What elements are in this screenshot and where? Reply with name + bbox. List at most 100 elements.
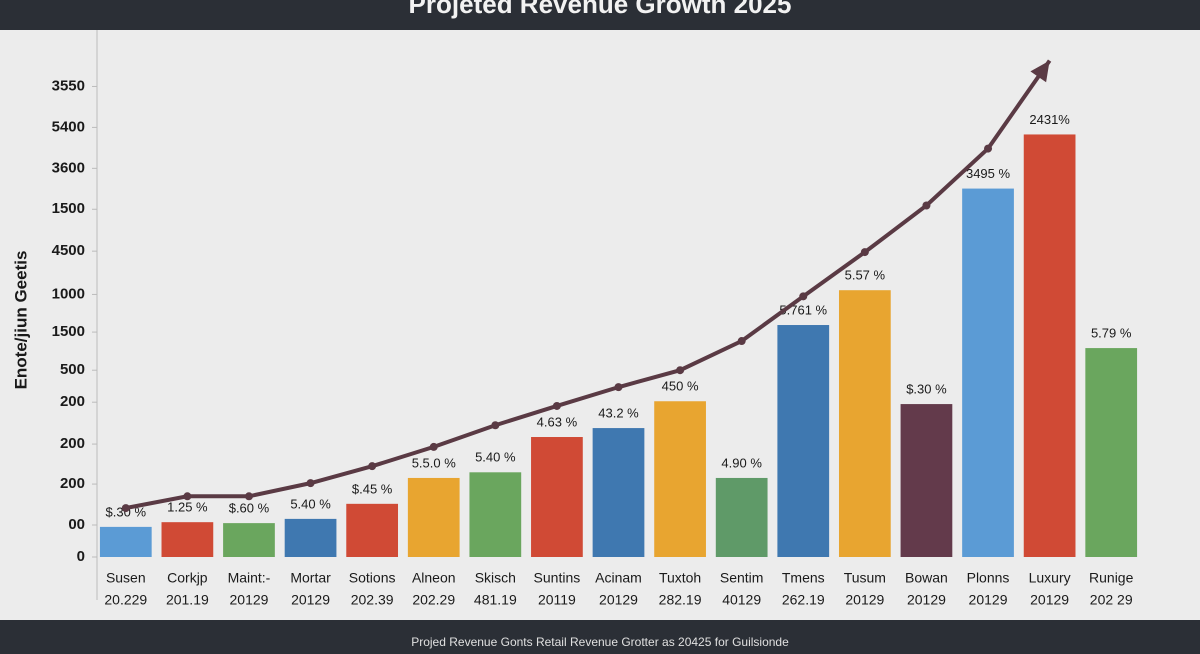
x-tick-sublabel: 481.19 [474, 592, 517, 608]
data-annotation: 5.79 % [1091, 326, 1132, 341]
x-tick-label: Sotions [349, 570, 396, 586]
trend-point [799, 292, 808, 301]
x-tick-label: Luxury [1029, 570, 1071, 586]
x-tick-label: Alneon [412, 570, 456, 586]
bar [161, 522, 214, 557]
bar [1023, 134, 1076, 557]
x-tick-label: Susen [106, 570, 146, 586]
trend-point [491, 421, 500, 430]
data-annotation: $.60 % [229, 501, 270, 516]
bar [99, 526, 152, 557]
data-annotation: 3495 % [966, 166, 1011, 181]
y-tick-label: 3600 [52, 159, 85, 176]
data-annotation: 5.5.0 % [412, 455, 457, 470]
data-annotation: $.30 % [906, 382, 947, 397]
x-tick-label: Bowan [905, 570, 948, 586]
data-annotation: 5.57 % [845, 268, 886, 283]
y-tick-label: 200 [60, 393, 85, 410]
trend-point [121, 504, 130, 513]
y-tick-label: 3550 [52, 77, 85, 94]
x-tick-sublabel: 20119 [538, 592, 576, 608]
y-tick-label: 4500 [52, 242, 85, 259]
bar [838, 290, 891, 557]
bar [346, 503, 399, 557]
x-tick-sublabel: 20129 [845, 592, 884, 608]
trend-point [922, 201, 931, 210]
trend-point [676, 366, 685, 375]
x-tick-label: Corkjp [167, 570, 208, 586]
bar [962, 188, 1014, 557]
y-tick-label: 1500 [52, 200, 85, 217]
data-annotation: 450 % [662, 379, 699, 394]
x-tick-sublabel: 202 29 [1090, 592, 1133, 608]
footer-text: Projed Revenue Gonts Retail Revenue Grot… [411, 635, 789, 649]
trend-point [183, 492, 192, 501]
y-axis-label: Enote/jiun Geetis [11, 251, 30, 390]
bar [777, 325, 830, 557]
bar [715, 477, 768, 557]
trend-point [552, 401, 561, 410]
bar [592, 428, 645, 557]
bar [469, 472, 522, 557]
trend-point [984, 144, 993, 153]
x-tick-label: Suntins [534, 570, 581, 586]
x-tick-label: Runige [1089, 570, 1134, 586]
trend-point [368, 462, 377, 471]
data-annotation: 4.90 % [721, 455, 762, 470]
y-tick-label: 0 [77, 548, 85, 565]
x-tick-sublabel: 262.19 [782, 592, 825, 608]
data-annotation: 43.2 % [598, 406, 639, 421]
x-tick-label: Tmens [782, 570, 825, 586]
y-tick-label: 1500 [52, 323, 85, 340]
bar [223, 523, 275, 557]
bar [900, 404, 953, 557]
chart-title: Projeted Revenue Growth 2025 [409, 0, 792, 19]
trend-point [244, 492, 253, 501]
bar [531, 437, 583, 557]
x-tick-sublabel: 20129 [291, 592, 330, 608]
x-tick-label: Plonns [967, 570, 1010, 586]
x-tick-label: Tusum [844, 570, 886, 586]
x-tick-label: Skisch [475, 570, 516, 586]
trend-point [614, 383, 623, 392]
x-tick-sublabel: 20129 [907, 592, 946, 608]
data-annotation: 4.63 % [537, 414, 578, 429]
data-annotation: 1.25 % [167, 500, 208, 515]
trend-line [125, 59, 1052, 511]
trend-arrowhead [1030, 60, 1050, 83]
trend-point [860, 248, 869, 257]
x-tick-sublabel: 282.19 [659, 592, 702, 608]
y-tick-label: 5400 [52, 118, 85, 135]
trend-point [429, 442, 438, 451]
x-tick-sublabel: 20129 [599, 592, 638, 608]
bar [654, 401, 706, 557]
x-tick-sublabel: 202.29 [412, 592, 455, 608]
y-tick-label: 200 [60, 475, 85, 492]
bar [1085, 348, 1138, 557]
data-annotation: 2431% [1029, 112, 1070, 127]
y-tick-label: 00 [68, 516, 85, 533]
x-tick-sublabel: 20129 [1030, 592, 1069, 608]
data-annotation: 5.40 % [290, 496, 331, 511]
x-tick-label: Tuxtoh [659, 570, 701, 586]
x-tick-sublabel: 40129 [722, 592, 761, 608]
x-tick-label: Mortar [290, 570, 331, 586]
header-bar [0, 0, 1200, 30]
x-tick-label: Sentim [720, 570, 764, 586]
x-tick-sublabel: 201.19 [166, 592, 209, 608]
bar [284, 518, 337, 557]
trend-point [306, 479, 315, 488]
x-tick-sublabel: 20.229 [104, 592, 147, 608]
x-tick-label: Acinam [595, 570, 642, 586]
x-tick-label: Maint:- [228, 570, 271, 586]
trend-point [737, 337, 746, 346]
y-tick-label: 500 [60, 361, 85, 378]
x-tick-sublabel: 20129 [230, 592, 269, 608]
y-tick-label: 1000 [52, 285, 85, 302]
x-tick-sublabel: 20129 [969, 592, 1008, 608]
bar [407, 477, 460, 557]
footer-bar [0, 620, 1200, 654]
data-annotation: 5.40 % [475, 450, 516, 465]
x-tick-sublabel: 202.39 [351, 592, 394, 608]
